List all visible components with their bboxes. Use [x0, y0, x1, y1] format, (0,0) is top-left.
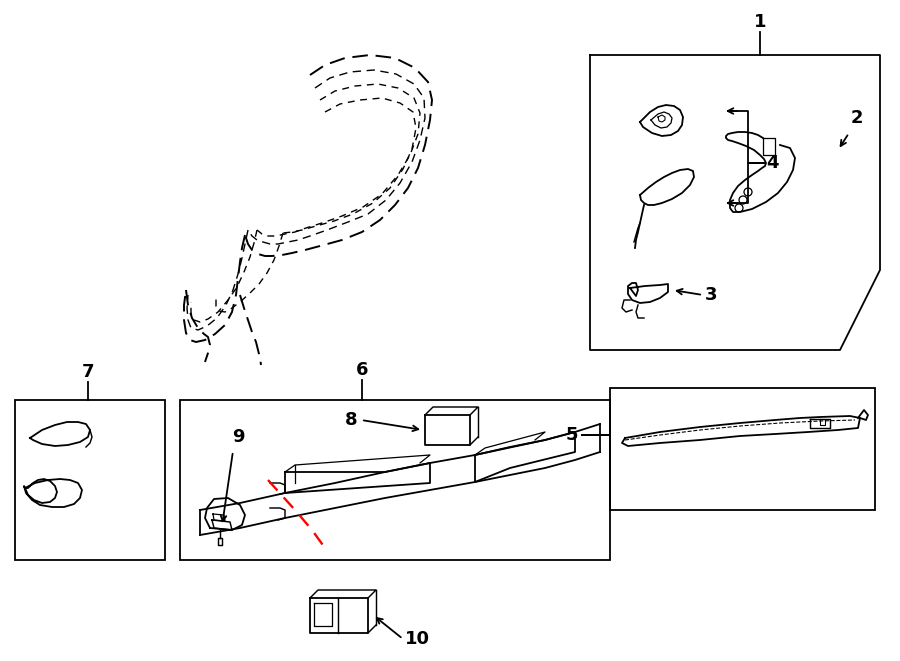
Text: 8: 8 [345, 411, 357, 429]
Bar [180, 400, 610, 560]
Text: 3: 3 [705, 286, 717, 304]
Text: 6: 6 [356, 361, 368, 379]
Text: 9: 9 [232, 428, 244, 446]
Text: 5: 5 [565, 426, 578, 444]
Text: 7: 7 [82, 363, 94, 381]
Bar [15, 400, 165, 560]
Text: 10: 10 [405, 630, 430, 648]
Polygon shape [622, 416, 860, 446]
Text: 4: 4 [766, 154, 778, 172]
Text: 1: 1 [754, 13, 766, 31]
Text: 2: 2 [851, 109, 863, 127]
Bar [610, 388, 875, 510]
